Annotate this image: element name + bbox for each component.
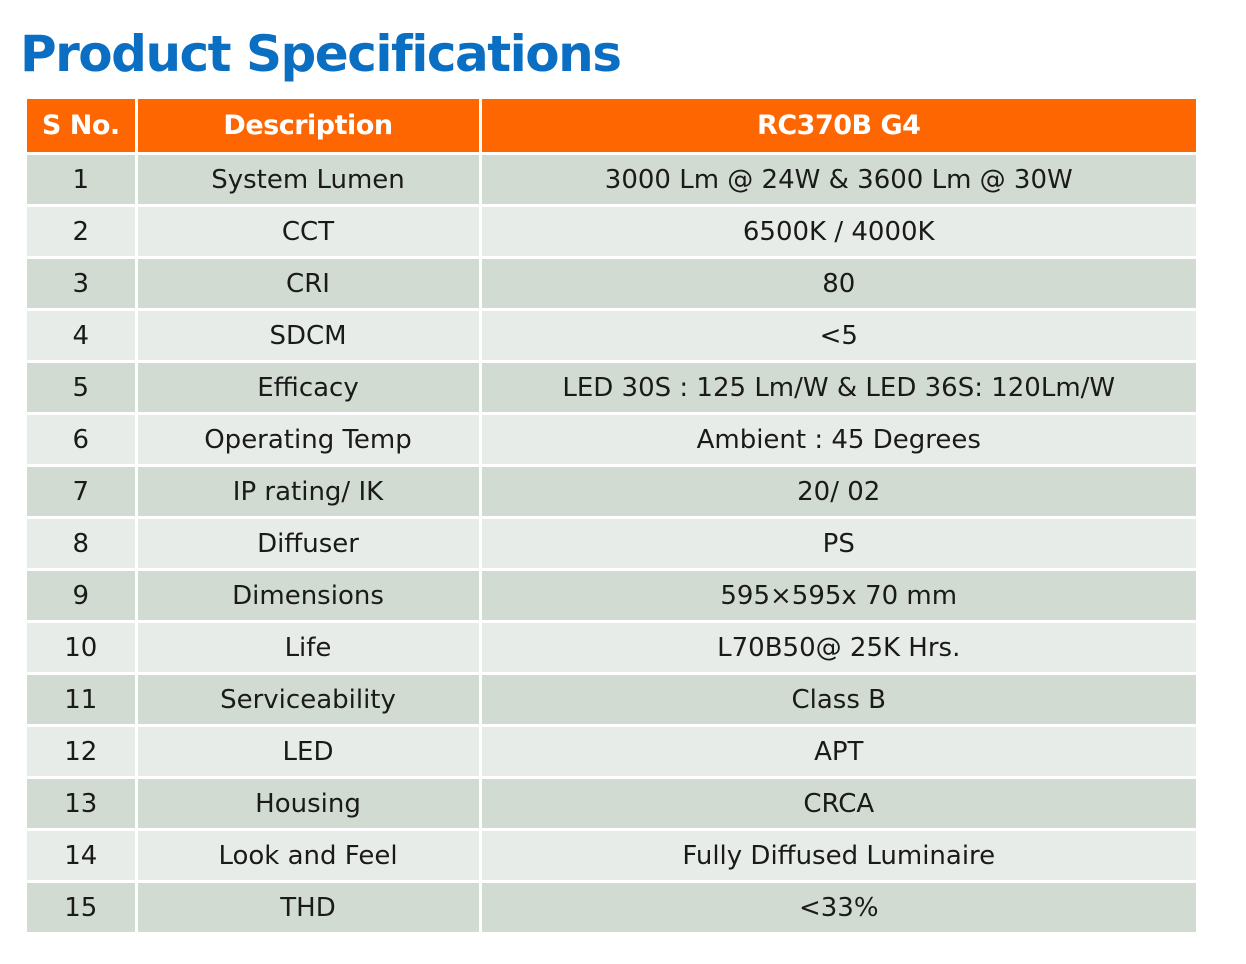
cell-value: <5 — [478, 308, 1196, 363]
table-row: 13 Housing CRCA — [27, 776, 1196, 831]
cell-sno: 7 — [27, 464, 138, 519]
cell-sno: 14 — [27, 828, 138, 883]
cell-description: CRI — [134, 256, 482, 311]
cell-sno: 15 — [27, 880, 138, 932]
header-model: RC370B G4 — [478, 99, 1196, 155]
table-row: 10 Life L70B50@ 25K Hrs. — [27, 620, 1196, 675]
table-row: 4 SDCM <5 — [27, 308, 1196, 363]
cell-description: Housing — [134, 776, 482, 831]
cell-sno: 2 — [27, 204, 138, 259]
cell-value: LED 30S : 125 Lm/W & LED 36S: 120Lm/W — [478, 360, 1196, 415]
cell-value: APT — [478, 724, 1196, 779]
table-header-row: S No. Description RC370B G4 — [27, 99, 1196, 155]
cell-sno: 13 — [27, 776, 138, 831]
cell-value: CRCA — [478, 776, 1196, 831]
table-row: 14 Look and Feel Fully Diffused Luminair… — [27, 828, 1196, 883]
cell-description: Life — [134, 620, 482, 675]
cell-value: 80 — [478, 256, 1196, 311]
table-row: 12 LED APT — [27, 724, 1196, 779]
cell-value: 595×595x 70 mm — [478, 568, 1196, 623]
cell-sno: 5 — [27, 360, 138, 415]
table-row: 15 THD <33% — [27, 880, 1196, 932]
cell-value: Class B — [478, 672, 1196, 727]
cell-sno: 10 — [27, 620, 138, 675]
table-row: 6 Operating Temp Ambient : 45 Degrees — [27, 412, 1196, 467]
table-row: 1 System Lumen 3000 Lm @ 24W & 3600 Lm @… — [27, 152, 1196, 207]
cell-description: THD — [134, 880, 482, 932]
cell-description: IP rating/ IK — [134, 464, 482, 519]
cell-value: PS — [478, 516, 1196, 571]
table-row: 8 Diffuser PS — [27, 516, 1196, 571]
cell-description: System Lumen — [134, 152, 482, 207]
cell-sno: 1 — [27, 152, 138, 207]
cell-value: 20/ 02 — [478, 464, 1196, 519]
table-row: 11 Serviceability Class B — [27, 672, 1196, 727]
cell-description: Dimensions — [134, 568, 482, 623]
table-row: 9 Dimensions 595×595x 70 mm — [27, 568, 1196, 623]
cell-description: Diffuser — [134, 516, 482, 571]
cell-description: CCT — [134, 204, 482, 259]
cell-sno: 11 — [27, 672, 138, 727]
spec-table: S No. Description RC370B G4 1 System Lum… — [27, 99, 1196, 932]
cell-value: Ambient : 45 Degrees — [478, 412, 1196, 467]
cell-value: <33% — [478, 880, 1196, 932]
table-row: 7 IP rating/ IK 20/ 02 — [27, 464, 1196, 519]
cell-description: Serviceability — [134, 672, 482, 727]
cell-sno: 4 — [27, 308, 138, 363]
cell-sno: 3 — [27, 256, 138, 311]
cell-value: L70B50@ 25K Hrs. — [478, 620, 1196, 675]
cell-description: Look and Feel — [134, 828, 482, 883]
cell-sno: 9 — [27, 568, 138, 623]
cell-value: 3000 Lm @ 24W & 3600 Lm @ 30W — [478, 152, 1196, 207]
cell-description: LED — [134, 724, 482, 779]
cell-sno: 12 — [27, 724, 138, 779]
table-row: 3 CRI 80 — [27, 256, 1196, 311]
table-row: 2 CCT 6500K / 4000K — [27, 204, 1196, 259]
header-description: Description — [134, 99, 482, 155]
cell-description: Operating Temp — [134, 412, 482, 467]
page-title: Product Specifications — [20, 25, 622, 83]
cell-sno: 8 — [27, 516, 138, 571]
header-sno: S No. — [27, 99, 138, 155]
cell-description: SDCM — [134, 308, 482, 363]
cell-value: 6500K / 4000K — [478, 204, 1196, 259]
cell-sno: 6 — [27, 412, 138, 467]
cell-value: Fully Diffused Luminaire — [478, 828, 1196, 883]
cell-description: Efficacy — [134, 360, 482, 415]
table-row: 5 Efficacy LED 30S : 125 Lm/W & LED 36S:… — [27, 360, 1196, 415]
